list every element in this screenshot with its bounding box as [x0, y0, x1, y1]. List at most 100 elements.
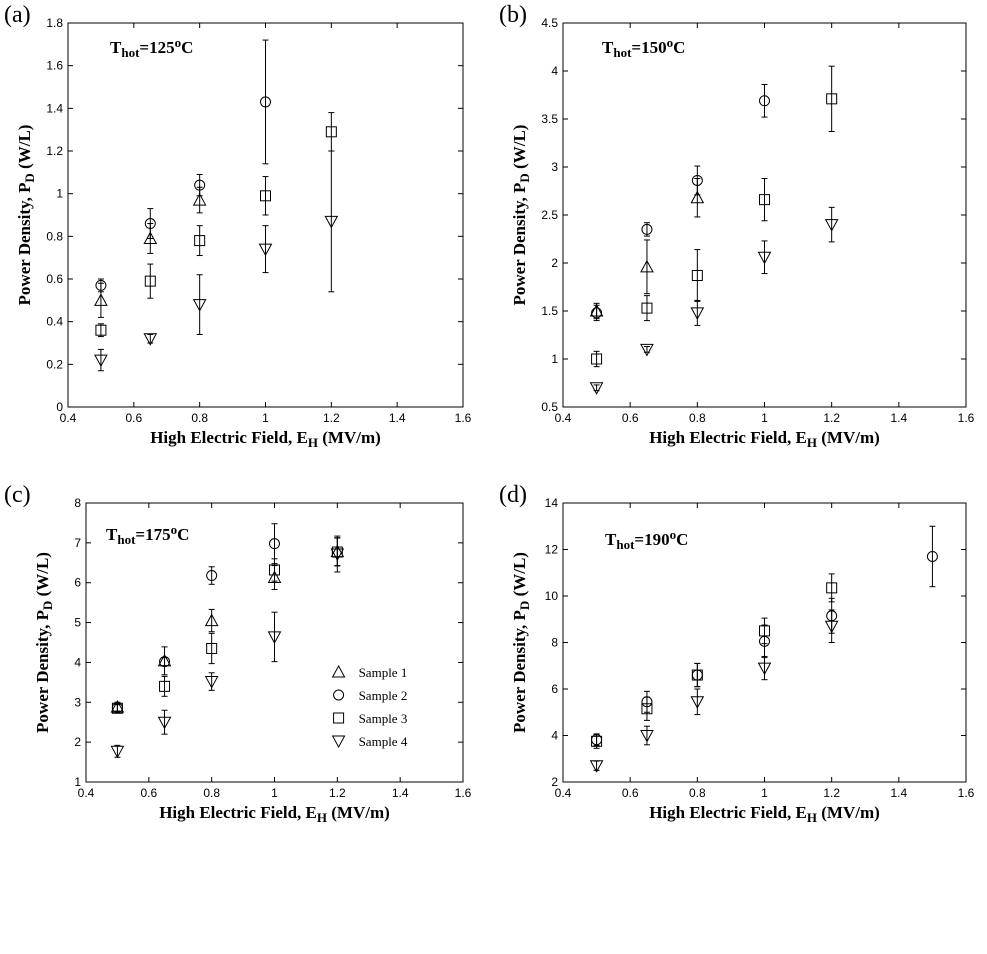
series-sample-3	[591, 573, 838, 749]
y-tick-label: 8	[74, 496, 81, 510]
y-tick-label: 0	[56, 400, 63, 414]
data-point	[824, 219, 839, 232]
y-tick-label: 4	[551, 64, 558, 78]
y-axis-label: Power Density, PD (W/L)	[33, 552, 55, 733]
data-point	[206, 642, 218, 654]
y-axis-label-sub: D	[517, 601, 532, 610]
y-axis-label-main: Power Density, P	[510, 183, 529, 306]
x-tick-label: 0.8	[689, 786, 706, 800]
y-tick-label: 14	[545, 496, 559, 510]
y-axis-label-sub: D	[517, 173, 532, 182]
panel-title: Thot=125oC	[110, 35, 193, 60]
legend: Sample 1 Sample 2 Sample 3 Sample 4	[331, 664, 408, 749]
x-axis-label-main: High Electric Field, E	[159, 803, 317, 822]
panel-label: (d)	[499, 482, 527, 508]
series-sample-1	[110, 537, 345, 713]
y-tick-label: 6	[74, 576, 81, 590]
y-tick-label: 2	[74, 735, 81, 749]
y-tick-label: 0.4	[46, 315, 63, 329]
series-sample-3	[591, 65, 838, 368]
x-tick-label: 0.6	[140, 786, 157, 800]
y-tick-label: 3	[74, 695, 81, 709]
x-tick-label: 1	[271, 786, 278, 800]
title-unit: C	[181, 38, 193, 57]
x-tick-label: 0.4	[555, 411, 572, 425]
y-tick-label: 0.6	[46, 272, 63, 286]
x-tick-label: 0.4	[78, 786, 95, 800]
x-tick-label: 1.6	[958, 411, 975, 425]
data-point	[260, 190, 271, 202]
x-tick-label: 1.4	[389, 411, 406, 425]
y-axis-label-unit: (W/L)	[510, 125, 529, 174]
x-tick-label: 0.4	[60, 411, 77, 425]
title-degree: o	[171, 522, 178, 537]
x-tick-label: 0.8	[203, 786, 220, 800]
y-axis-label-unit: (W/L)	[33, 552, 52, 601]
y-tick-label: 1.2	[46, 144, 63, 158]
data-point	[691, 669, 703, 681]
data-point	[690, 696, 705, 709]
y-axis-label-sub: D	[22, 173, 37, 182]
data-point	[267, 570, 282, 584]
data-point	[591, 307, 603, 319]
title-unit: C	[676, 530, 688, 549]
x-tick-label: 1.2	[823, 786, 840, 800]
data-point	[157, 716, 172, 730]
legend-marker	[333, 712, 345, 724]
series-sample-4	[589, 206, 839, 395]
data-point	[759, 194, 770, 206]
panel-label: (a)	[4, 2, 31, 28]
y-tick-label: 1.5	[541, 304, 558, 318]
data-point	[95, 279, 107, 291]
panel-title: Thot=175oC	[106, 522, 189, 547]
x-axis-label: High Electric Field, EH (MV/m)	[150, 428, 381, 450]
y-tick-label: 4	[551, 729, 558, 743]
legend-marker	[331, 664, 346, 678]
y-tick-label: 0.8	[46, 229, 63, 243]
legend-label: Sample 1	[359, 665, 408, 680]
data-point	[330, 548, 345, 562]
data-point	[757, 662, 772, 676]
y-tick-label: 3.5	[541, 112, 558, 126]
data-point	[591, 735, 603, 747]
data-point	[260, 96, 271, 108]
series-sample-4	[110, 535, 345, 759]
data-point	[641, 302, 653, 314]
y-tick-label: 0.2	[46, 357, 63, 371]
x-tick-label: 0.4	[555, 786, 572, 800]
title-main: T	[110, 38, 122, 57]
data-point	[824, 620, 839, 634]
chart-panel-c: 0.4 0.6 0.8 1 1.2 1.4 1.6 1 2 3 4 5 6 7 8 High Electric…	[4, 482, 472, 825]
x-tick-label: 1.2	[823, 411, 840, 425]
y-tick-label: 1	[551, 352, 558, 366]
legend-label: Sample 3	[359, 711, 408, 726]
title-degree: o	[175, 35, 182, 50]
y-axis-label-main: Power Density, P	[15, 183, 34, 306]
y-tick-label: 5	[74, 616, 81, 630]
data-point	[325, 126, 337, 138]
series-sample-4	[94, 150, 339, 372]
x-tick-label: 0.6	[622, 786, 639, 800]
x-tick-label: 0.6	[125, 411, 142, 425]
title-value: =190	[634, 530, 669, 549]
data-point	[641, 703, 653, 715]
data-point	[110, 745, 125, 759]
title-value: =175	[135, 525, 170, 544]
x-tick-label: 1	[761, 411, 768, 425]
data-point	[194, 235, 206, 247]
y-tick-label: 1	[56, 187, 63, 201]
title-sub: hot	[613, 45, 632, 60]
y-axis-label-sub: D	[40, 601, 55, 610]
y-tick-label: 3	[551, 160, 558, 174]
title-degree: o	[667, 35, 674, 50]
data-point	[194, 179, 206, 191]
legend-marker	[333, 689, 345, 701]
data-point	[757, 251, 772, 265]
series-sample-2	[95, 39, 271, 293]
y-axis-label: Power Density, PD (W/L)	[510, 552, 532, 733]
data-point	[589, 382, 604, 395]
x-tick-label: 1.2	[323, 411, 340, 425]
x-axis-label-main: High Electric Field, E	[150, 428, 308, 447]
title-sub: hot	[616, 537, 635, 552]
x-axis-label-main: High Electric Field, E	[649, 428, 807, 447]
